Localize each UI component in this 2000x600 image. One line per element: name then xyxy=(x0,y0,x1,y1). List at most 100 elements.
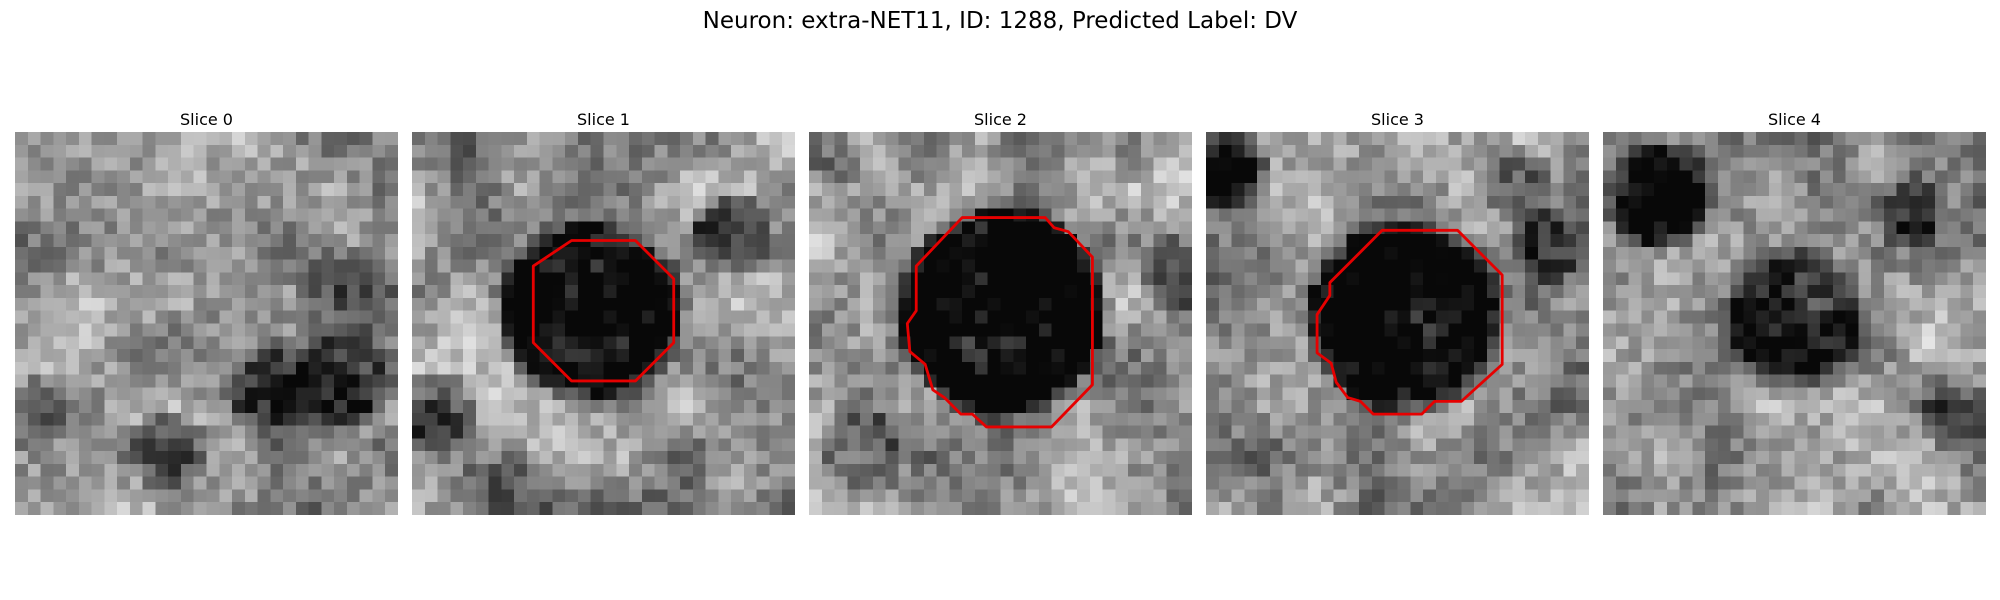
pixel xyxy=(1115,361,1129,375)
pixel xyxy=(756,336,770,350)
pixel xyxy=(1871,361,1885,375)
pixel xyxy=(1410,246,1424,260)
pixel xyxy=(1115,412,1129,426)
pixel xyxy=(295,412,309,426)
pixel xyxy=(1218,323,1232,337)
pixel xyxy=(705,285,719,299)
pixel xyxy=(1077,144,1091,158)
pixel xyxy=(219,349,233,363)
pixel xyxy=(1077,234,1091,248)
pixel xyxy=(1934,438,1948,452)
pixel xyxy=(359,451,373,465)
pixel xyxy=(1537,132,1551,146)
pixel xyxy=(424,374,438,388)
pixel xyxy=(1615,361,1629,375)
pixel xyxy=(641,259,655,273)
pixel xyxy=(987,272,1001,286)
pixel xyxy=(577,246,591,260)
pixel xyxy=(1384,502,1398,515)
pixel xyxy=(1166,374,1180,388)
pixel xyxy=(1308,361,1322,375)
pixel xyxy=(654,132,668,146)
pixel xyxy=(475,259,489,273)
pixel xyxy=(539,144,553,158)
pixel xyxy=(1973,476,1986,490)
pixel xyxy=(936,259,950,273)
pixel xyxy=(743,323,757,337)
pixel xyxy=(295,208,309,222)
pixel xyxy=(1423,310,1437,324)
pixel xyxy=(1947,374,1961,388)
pixel xyxy=(654,400,668,414)
pixel xyxy=(949,183,963,197)
pixel xyxy=(1641,285,1655,299)
pixel xyxy=(514,476,528,490)
pixel xyxy=(1397,132,1411,146)
pixel xyxy=(1384,425,1398,439)
pixel xyxy=(1448,489,1462,503)
pixel xyxy=(654,221,668,235)
pixel xyxy=(1013,285,1027,299)
pixel xyxy=(680,259,694,273)
pixel xyxy=(603,310,617,324)
pixel xyxy=(1231,285,1245,299)
pixel xyxy=(180,208,194,222)
pixel xyxy=(860,387,874,401)
pixel xyxy=(450,387,464,401)
pixel xyxy=(1525,336,1539,350)
pixel xyxy=(885,438,899,452)
pixel xyxy=(885,489,899,503)
pixel xyxy=(168,195,182,209)
pixel xyxy=(1140,234,1154,248)
pixel xyxy=(334,451,348,465)
pixel xyxy=(1269,438,1283,452)
pixel xyxy=(552,412,566,426)
pixel xyxy=(1448,246,1462,260)
pixel xyxy=(1486,476,1500,490)
pixel xyxy=(552,451,566,465)
pixel xyxy=(117,336,131,350)
pixel xyxy=(1550,412,1564,426)
pixel xyxy=(385,157,398,171)
pixel xyxy=(898,221,912,235)
pixel xyxy=(168,387,182,401)
pixel xyxy=(155,323,169,337)
pixel xyxy=(1153,310,1167,324)
pixel xyxy=(1166,297,1180,311)
pixel xyxy=(1269,336,1283,350)
pixel xyxy=(731,323,745,337)
pixel xyxy=(1166,323,1180,337)
pixel xyxy=(295,349,309,363)
pixel xyxy=(629,285,643,299)
pixel xyxy=(667,361,681,375)
pixel xyxy=(488,144,502,158)
pixel xyxy=(1896,374,1910,388)
pixel xyxy=(1512,400,1526,414)
pixel xyxy=(283,234,297,248)
pixel xyxy=(1820,412,1834,426)
pixel xyxy=(1038,195,1052,209)
pixel xyxy=(577,502,591,515)
pixel xyxy=(244,476,258,490)
pixel xyxy=(1909,195,1923,209)
pixel xyxy=(437,259,451,273)
pixel xyxy=(155,285,169,299)
pixel xyxy=(680,285,694,299)
pixel xyxy=(488,170,502,184)
pixel xyxy=(104,183,118,197)
pixel xyxy=(15,310,29,324)
pixel xyxy=(1397,170,1411,184)
pixel xyxy=(385,463,398,477)
pixel xyxy=(936,438,950,452)
pixel xyxy=(1128,157,1142,171)
pixel xyxy=(155,374,169,388)
pixel xyxy=(1295,476,1309,490)
pixel xyxy=(590,361,604,375)
pixel xyxy=(1282,451,1296,465)
pixel xyxy=(1320,183,1334,197)
pixel xyxy=(654,489,668,503)
pixel xyxy=(1730,246,1744,260)
pixel xyxy=(463,336,477,350)
pixel xyxy=(1832,425,1846,439)
pixel xyxy=(372,400,386,414)
